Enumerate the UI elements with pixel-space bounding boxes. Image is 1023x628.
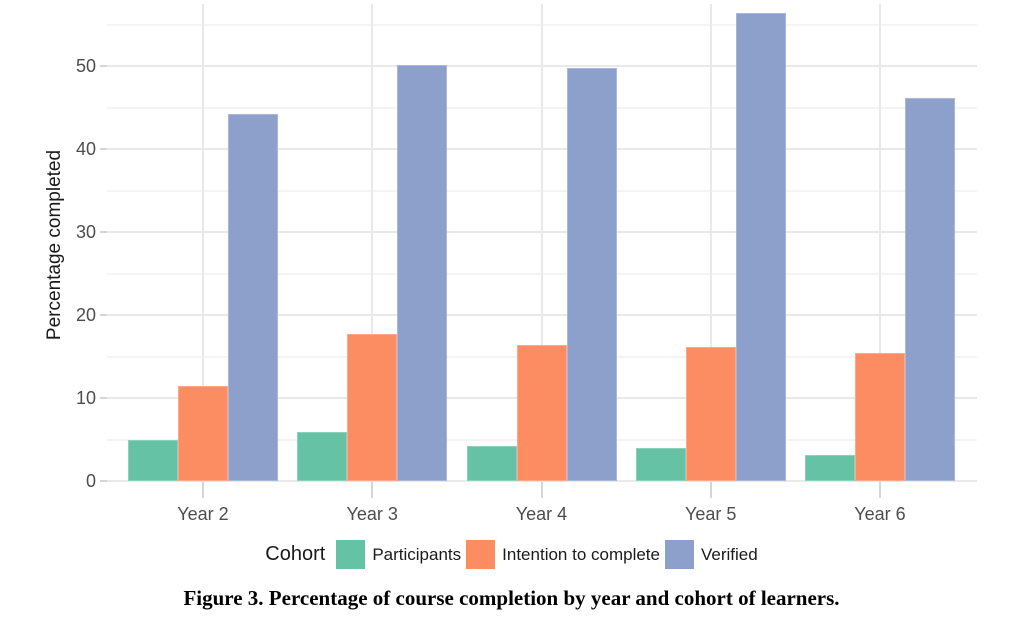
bar-year-3-participants — [297, 432, 348, 481]
bar-year-2-participants — [128, 439, 178, 481]
y-axis-tick-0 — [100, 480, 107, 482]
legend-swatch-participants — [336, 540, 366, 569]
bar-year-6-verified — [905, 98, 955, 481]
x-axis-tick-year-4 — [540, 482, 543, 498]
y-tick-label-0: 0 — [85, 471, 96, 491]
gridline-x-year-4 — [540, 4, 543, 481]
bar-year-5-intention-to-complete — [685, 347, 736, 481]
y-tick-label-20: 20 — [75, 305, 96, 325]
y-tick-label-50: 50 — [75, 56, 96, 76]
gridline-x-year-6 — [879, 4, 881, 481]
bar-year-3-verified — [397, 65, 448, 481]
bar-year-4-participants — [466, 446, 517, 481]
x-tick-label-year-4: Year 4 — [515, 504, 568, 524]
bar-year-4-verified — [566, 68, 617, 481]
legend-swatch-verified — [664, 540, 694, 569]
legend-label-intention-to-complete: Intention to complete — [502, 544, 660, 564]
x-axis-tick-year-3 — [371, 482, 374, 498]
bar-year-4-intention-to-complete — [516, 344, 567, 481]
x-tick-label-year-5: Year 5 — [685, 504, 737, 524]
figure-caption: Figure 3. Percentage of course completio… — [183, 586, 840, 610]
y-tick-label-40: 40 — [75, 139, 96, 159]
legend-label-verified: Verified — [700, 544, 758, 564]
x-axis-tick-year-5 — [709, 482, 712, 498]
bar-year-3-intention-to-complete — [347, 334, 398, 481]
y-axis-tick-50 — [100, 65, 107, 67]
legend-key-verified: Verified — [664, 540, 758, 569]
x-axis-tick-year-2 — [202, 482, 204, 498]
y-axis-tick-30 — [100, 231, 107, 233]
bar-year-5-verified — [735, 12, 786, 481]
legend-swatch-intention-to-complete — [466, 540, 496, 569]
gridline-y-0 — [107, 480, 977, 482]
bar-year-6-intention-to-complete — [855, 353, 905, 481]
gridline-x-year-2 — [202, 4, 204, 481]
x-axis-tick-year-6 — [879, 482, 881, 498]
bar-year-6-participants — [805, 455, 855, 481]
legend-label-participants: Participants — [372, 544, 462, 564]
x-tick-label-year-2: Year 2 — [177, 504, 229, 524]
x-tick-label-year-6: Year 6 — [854, 504, 906, 524]
y-axis-tick-10 — [100, 397, 107, 399]
legend-key-participants: Participants — [336, 540, 461, 569]
y-axis-tick-40 — [100, 148, 107, 150]
gridline-x-year-3 — [371, 4, 374, 481]
legend: Cohort Participants Intention to complete… — [0, 539, 1023, 570]
legend-key-intention-to-complete: Intention to complete — [466, 540, 660, 569]
bar-year-2-verified — [228, 114, 278, 481]
y-tick-label-30: 30 — [75, 222, 96, 242]
gridline-x-year-5 — [709, 4, 712, 481]
bar-year-2-intention-to-complete — [178, 385, 228, 481]
x-tick-label-year-3: Year 3 — [346, 504, 398, 524]
y-axis-title: Percentage completed — [44, 149, 65, 341]
legend-title: Cohort — [265, 543, 326, 565]
y-axis-tick-20 — [100, 314, 107, 316]
y-tick-label-10: 10 — [75, 388, 96, 408]
bar-year-5-participants — [635, 447, 686, 481]
